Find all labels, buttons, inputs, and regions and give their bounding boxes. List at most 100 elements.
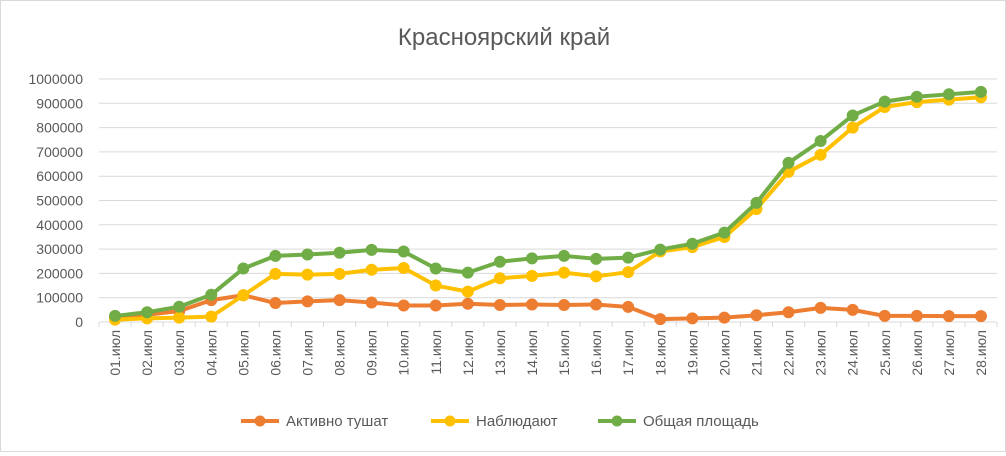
- data-point: [333, 267, 346, 280]
- data-point: [782, 306, 795, 319]
- legend-item: Общая площадь: [598, 413, 759, 430]
- x-tick-label: 17.июл: [620, 330, 636, 376]
- x-tick-label: 15.июл: [556, 330, 572, 376]
- y-tick-label: 100000: [36, 290, 83, 306]
- data-point: [429, 299, 442, 312]
- y-tick-label: 700000: [36, 144, 83, 160]
- data-point: [205, 288, 218, 301]
- series-2: [109, 91, 987, 326]
- data-point: [493, 272, 506, 285]
- x-tick-label: 12.июл: [460, 330, 476, 376]
- x-tick-label: 19.июл: [684, 330, 700, 376]
- x-tick-label: 18.июл: [652, 330, 668, 376]
- data-point: [750, 309, 763, 322]
- data-point: [333, 246, 346, 259]
- x-tick-label: 05.июл: [235, 330, 251, 376]
- data-point: [461, 285, 474, 298]
- data-point: [205, 310, 218, 323]
- x-tick-label: 23.июл: [813, 330, 829, 376]
- legend-marker: [444, 415, 456, 427]
- data-point: [654, 243, 667, 256]
- data-point: [365, 263, 378, 276]
- x-tick-label: 25.июл: [877, 330, 893, 376]
- data-point: [397, 262, 410, 275]
- data-point: [814, 134, 827, 147]
- data-point: [942, 310, 955, 323]
- y-tick-label: 200000: [36, 265, 83, 281]
- series-3: [109, 85, 987, 322]
- x-tick-label: 21.июл: [748, 330, 764, 376]
- y-tick-label: 500000: [36, 193, 83, 209]
- x-tick-label: 10.июл: [396, 330, 412, 376]
- x-tick-label: 01.июл: [107, 330, 123, 376]
- series-line: [113, 89, 983, 318]
- y-tick-label: 900000: [36, 95, 83, 111]
- data-point: [590, 270, 603, 283]
- data-point: [333, 294, 346, 307]
- data-point: [558, 249, 571, 262]
- data-point: [750, 196, 763, 209]
- data-point: [269, 249, 282, 262]
- y-axis: 0 100000 200000 300000 400000 500000 600000 700…: [28, 71, 83, 330]
- data-point: [429, 262, 442, 275]
- x-tick-label: 04.июл: [203, 330, 219, 376]
- series-line: [113, 95, 983, 322]
- data-point: [846, 109, 859, 122]
- y-tick-label: 400000: [36, 217, 83, 233]
- x-tick-label: 09.июл: [364, 330, 380, 376]
- y-tick-label: 1000000: [28, 71, 83, 87]
- data-point: [846, 121, 859, 134]
- x-axis: 01.июл 02.июл 03.июл 04.июл 05.июл 06.июл 07.и…: [98, 321, 998, 376]
- series-layer: [109, 85, 987, 326]
- data-point: [622, 266, 635, 279]
- data-point: [622, 251, 635, 264]
- legend-label: Общая площадь: [643, 413, 759, 430]
- y-tick-label: 300000: [36, 241, 83, 257]
- legend-label: Активно тушат: [286, 413, 388, 430]
- x-tick-label: 16.июл: [588, 330, 604, 376]
- x-tick-label: 13.июл: [492, 330, 508, 376]
- data-point: [622, 300, 635, 313]
- data-point: [397, 299, 410, 312]
- data-point: [461, 297, 474, 310]
- data-point: [910, 309, 923, 322]
- y-tick-label: 800000: [36, 120, 83, 136]
- x-tick-label: 11.июл: [428, 330, 444, 375]
- x-tick-label: 06.июл: [267, 330, 283, 376]
- x-tick-label: 26.июл: [909, 330, 925, 376]
- data-point: [942, 88, 955, 101]
- data-point: [558, 298, 571, 311]
- data-point: [654, 313, 667, 326]
- data-point: [461, 266, 474, 279]
- x-tick-label: 24.июл: [845, 330, 861, 376]
- x-tick-label: 28.июл: [973, 330, 989, 376]
- data-point: [365, 243, 378, 256]
- data-point: [814, 148, 827, 161]
- data-point: [686, 312, 699, 325]
- x-tick-label: 22.июл: [781, 330, 797, 376]
- data-point: [974, 85, 987, 98]
- x-tick-label: 27.июл: [941, 330, 957, 376]
- y-tick-label: 0: [75, 314, 83, 330]
- series-1: [109, 289, 987, 326]
- data-point: [493, 298, 506, 311]
- series-line: [113, 293, 983, 322]
- data-point: [686, 237, 699, 250]
- legend: Активно тушат Наблюдают Общая площадь: [241, 413, 759, 430]
- legend-label: Наблюдают: [476, 413, 558, 430]
- data-point: [782, 156, 795, 169]
- data-point: [846, 303, 859, 316]
- data-point: [493, 255, 506, 268]
- data-point: [429, 279, 442, 292]
- data-point: [173, 300, 186, 313]
- data-point: [301, 295, 314, 308]
- data-point: [910, 90, 923, 103]
- data-point: [878, 309, 891, 322]
- gridlines: [99, 78, 997, 323]
- x-tick-label: 02.июл: [139, 330, 155, 376]
- legend-item: Наблюдают: [431, 413, 558, 430]
- x-tick-label: 03.июл: [171, 330, 187, 376]
- x-tick-label: 07.июл: [299, 330, 315, 376]
